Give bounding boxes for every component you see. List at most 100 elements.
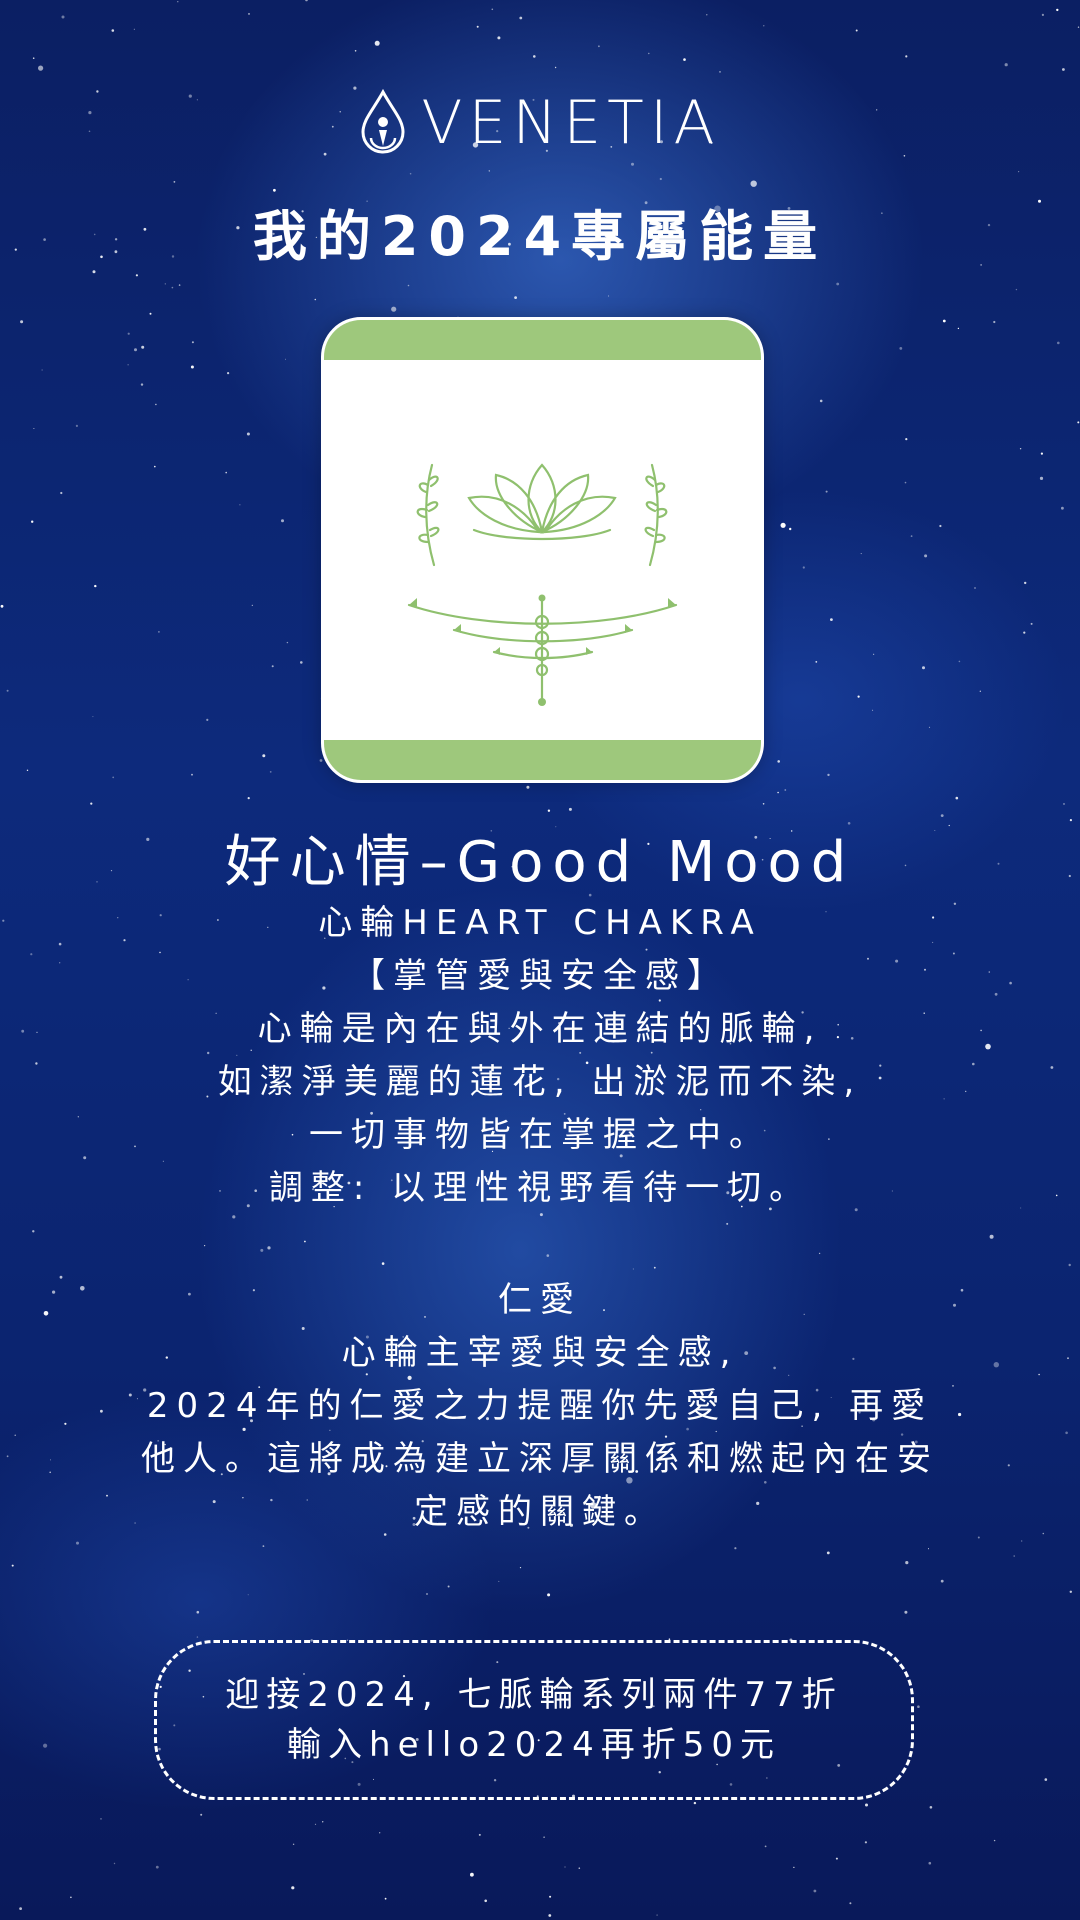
star bbox=[719, 71, 721, 73]
star bbox=[777, 760, 780, 763]
star bbox=[454, 1194, 457, 1196]
star bbox=[985, 1043, 991, 1050]
star bbox=[528, 1075, 531, 1078]
star bbox=[191, 341, 194, 344]
star bbox=[127, 364, 129, 366]
star bbox=[608, 295, 610, 297]
star bbox=[610, 146, 613, 148]
star bbox=[351, 1761, 354, 1764]
star bbox=[557, 1077, 560, 1081]
star bbox=[127, 332, 130, 335]
star bbox=[322, 986, 326, 990]
star bbox=[96, 881, 98, 883]
star bbox=[1041, 13, 1044, 16]
star bbox=[802, 566, 805, 569]
star bbox=[635, 1470, 639, 1473]
star bbox=[196, 1610, 200, 1614]
star bbox=[1038, 1373, 1040, 1376]
star bbox=[653, 1266, 656, 1269]
star bbox=[554, 66, 557, 69]
star bbox=[159, 951, 161, 954]
star bbox=[113, 1862, 116, 1865]
star bbox=[373, 1778, 374, 1780]
star bbox=[1038, 199, 1041, 203]
star bbox=[76, 1541, 79, 1545]
star bbox=[196, 99, 198, 101]
star bbox=[658, 1771, 661, 1774]
lotus-icon bbox=[407, 463, 678, 706]
star bbox=[190, 365, 194, 369]
star bbox=[134, 1145, 136, 1148]
star bbox=[668, 1638, 671, 1640]
star bbox=[246, 1204, 250, 1208]
star bbox=[497, 36, 501, 40]
star bbox=[929, 1806, 933, 1809]
star bbox=[815, 661, 818, 663]
star bbox=[836, 282, 840, 286]
description-line: 如潔淨美麗的蓮花, 出淤泥而不染, bbox=[217, 1062, 863, 1102]
promo-line-2: 輸入hello2024再折50元 bbox=[287, 1725, 781, 1765]
star bbox=[247, 1594, 249, 1596]
star bbox=[140, 383, 144, 386]
star bbox=[948, 824, 950, 827]
star bbox=[451, 219, 454, 222]
star bbox=[993, 320, 996, 324]
star bbox=[435, 1516, 437, 1518]
star bbox=[903, 155, 906, 157]
star bbox=[1015, 288, 1018, 291]
star bbox=[59, 962, 61, 964]
star bbox=[957, 327, 960, 330]
star bbox=[764, 1481, 767, 1484]
star bbox=[979, 690, 981, 692]
star bbox=[527, 1526, 530, 1529]
star bbox=[171, 255, 175, 258]
star bbox=[0, 604, 4, 608]
star bbox=[588, 1703, 591, 1706]
star bbox=[476, 25, 479, 28]
star bbox=[726, 1191, 730, 1195]
star bbox=[319, 759, 323, 762]
star bbox=[603, 1309, 605, 1312]
star bbox=[1062, 68, 1065, 71]
star bbox=[555, 826, 557, 828]
star bbox=[700, 1109, 702, 1111]
star bbox=[1039, 476, 1044, 480]
star bbox=[539, 1213, 543, 1217]
star bbox=[932, 916, 935, 919]
star bbox=[314, 298, 317, 301]
star bbox=[762, 803, 765, 805]
star bbox=[19, 1907, 22, 1910]
star bbox=[891, 1190, 893, 1192]
star bbox=[329, 1429, 331, 1431]
star bbox=[484, 1899, 488, 1903]
star bbox=[939, 524, 942, 528]
star bbox=[219, 1190, 221, 1192]
star bbox=[974, 587, 976, 589]
star bbox=[803, 1313, 805, 1315]
star bbox=[836, 1036, 840, 1039]
star bbox=[499, 1499, 502, 1502]
star bbox=[112, 776, 115, 779]
star bbox=[491, 1150, 494, 1152]
star bbox=[876, 109, 878, 111]
star bbox=[993, 1839, 996, 1842]
description-line: 心輪HEART CHAKRA bbox=[318, 903, 762, 943]
star bbox=[693, 1801, 697, 1805]
love-section: 仁愛 心輪主宰愛與安全感, 2024年的仁愛之力提醒你先愛自己, 再愛 他人。這… bbox=[60, 1274, 1020, 1539]
star bbox=[940, 814, 944, 817]
star bbox=[111, 29, 115, 32]
star bbox=[324, 937, 326, 939]
star bbox=[914, 1440, 918, 1444]
star bbox=[424, 1316, 426, 1318]
star bbox=[323, 152, 327, 156]
star bbox=[1021, 1540, 1023, 1542]
star bbox=[262, 1545, 265, 1547]
star bbox=[32, 57, 35, 59]
star bbox=[141, 345, 145, 349]
star bbox=[260, 1248, 264, 1252]
star bbox=[526, 785, 530, 789]
star bbox=[734, 1547, 737, 1550]
star bbox=[134, 1522, 136, 1524]
star bbox=[304, 1240, 306, 1243]
star bbox=[598, 45, 600, 48]
